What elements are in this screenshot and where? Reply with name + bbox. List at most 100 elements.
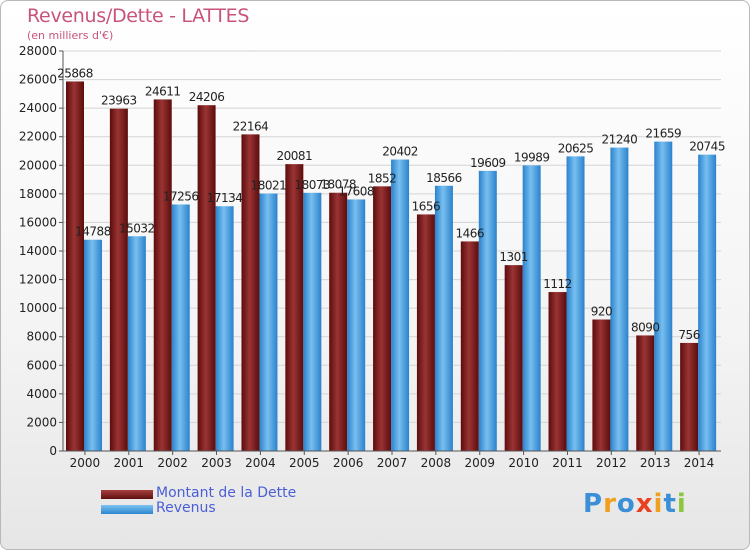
- bar-revenus: [610, 147, 629, 452]
- legend-item-revenus: Revenus: [101, 500, 361, 517]
- data-label-dette: 1656: [412, 199, 441, 213]
- data-label-revenus: 20625: [558, 141, 594, 155]
- data-label-dette: 920: [591, 305, 612, 319]
- bar-revenus: [654, 141, 673, 452]
- bar-dette: [416, 214, 435, 451]
- legend-item-dette: Montant de la Dette: [101, 485, 361, 502]
- data-label-revenus: 18021: [251, 179, 287, 193]
- y-tick-label: 0: [49, 444, 57, 458]
- data-label-revenus: 14788: [75, 225, 111, 239]
- data-label-revenus: 18566: [426, 171, 462, 185]
- proxiti-logo: Proxiti: [583, 489, 687, 519]
- legend: Montant de la Dette Revenus: [101, 485, 361, 517]
- y-tick-label: 26000: [19, 73, 57, 87]
- x-tick-label: 2005: [289, 456, 320, 470]
- data-label-dette: 25868: [57, 66, 93, 80]
- bar-dette: [548, 292, 567, 451]
- x-tick-label: 2012: [596, 456, 627, 470]
- y-tick-label: 28000: [19, 44, 57, 58]
- data-label-dette: 22164: [233, 119, 269, 133]
- bar-dette: [636, 335, 655, 451]
- data-label-revenus: 17608: [338, 184, 374, 198]
- x-tick-label: 2010: [508, 456, 539, 470]
- x-tick-label: 2014: [684, 456, 715, 470]
- data-label-revenus: 21240: [602, 133, 638, 147]
- data-label-dette: 20081: [276, 149, 312, 163]
- x-tick-label: 2013: [640, 456, 671, 470]
- bar-revenus: [259, 193, 278, 452]
- bar-dette: [592, 319, 611, 451]
- data-label-dette: 24206: [189, 90, 225, 104]
- x-tick-label: 2006: [333, 456, 364, 470]
- data-label-dette: 1301: [499, 250, 528, 264]
- x-tick-label: 2000: [70, 456, 101, 470]
- bar-revenus: [303, 192, 322, 452]
- bar-revenus: [391, 159, 410, 452]
- bar-dette: [197, 105, 216, 451]
- bar-revenus: [84, 239, 102, 451]
- bar-revenus: [566, 156, 585, 451]
- data-label-revenus: 19609: [470, 156, 506, 170]
- data-label-revenus: 20402: [382, 145, 418, 159]
- y-tick-label: 16000: [19, 215, 57, 229]
- bar-revenus: [215, 206, 234, 451]
- legend-swatch-revenus: [101, 505, 153, 514]
- bar-revenus: [434, 185, 453, 451]
- y-tick-label: 4000: [26, 387, 57, 401]
- x-tick-label: 2009: [464, 456, 495, 470]
- data-label-dette: 756: [678, 328, 699, 342]
- x-tick-label: 2002: [157, 456, 188, 470]
- bar-dette: [329, 192, 348, 451]
- y-tick-label: 6000: [26, 358, 57, 372]
- data-label-revenus: 18073: [294, 178, 330, 192]
- bars: [66, 81, 717, 452]
- bar-dette: [460, 241, 479, 451]
- bar-revenus: [698, 154, 717, 451]
- data-label-revenus: 20745: [689, 140, 725, 154]
- bar-dette: [285, 164, 304, 451]
- bar-revenus: [347, 199, 366, 451]
- legend-swatch-dette: [101, 490, 153, 499]
- y-tick-label: 8000: [26, 330, 57, 344]
- legend-label-dette: Montant de la Dette: [156, 485, 297, 501]
- bar-dette: [680, 342, 699, 451]
- x-tick-label: 2008: [421, 456, 452, 470]
- bar-dette: [109, 108, 128, 452]
- logo-letter: P: [583, 489, 604, 519]
- logo-letter: x: [635, 489, 654, 519]
- bar-revenus: [522, 165, 541, 451]
- data-labels: 25868 14788 23963 15032 24611 17256 24206 17134…: [57, 66, 725, 341]
- bar-revenus: [171, 204, 190, 451]
- x-tick-label: 2007: [377, 456, 408, 470]
- chart-title: Revenus/Dette - LATTES: [27, 5, 250, 27]
- data-label-dette: 23963: [101, 94, 137, 108]
- logo-letter: i: [676, 489, 687, 519]
- bar-dette: [66, 81, 84, 451]
- data-label-dette: 1852: [368, 171, 397, 185]
- logo-letter: o: [616, 489, 636, 519]
- data-label-revenus: 19989: [514, 150, 550, 164]
- data-label-dette: 24611: [145, 84, 181, 98]
- logo-letter: r: [603, 489, 617, 519]
- x-tick-label: 2011: [552, 456, 583, 470]
- x-tick-label: 2003: [201, 456, 232, 470]
- y-tick-label: 12000: [19, 273, 57, 287]
- y-tick-label: 14000: [19, 244, 57, 258]
- x-tick-label: 2001: [114, 456, 145, 470]
- data-label-dette: 18078: [320, 178, 356, 192]
- bar-dette: [153, 99, 172, 452]
- data-label-revenus: 15032: [119, 221, 155, 235]
- logo-letter: i: [653, 489, 664, 519]
- y-tick-label: 24000: [19, 101, 57, 115]
- data-label-dette: 1466: [456, 226, 485, 240]
- y-tick-label: 18000: [19, 187, 57, 201]
- bar-dette: [373, 186, 392, 452]
- data-label-dette: 1112: [543, 277, 572, 291]
- y-tick-label: 22000: [19, 130, 57, 144]
- bar-dette: [241, 134, 260, 451]
- y-tick-label: 20000: [19, 158, 57, 172]
- data-label-revenus: 17256: [163, 189, 199, 203]
- axes: 0 2000 4000 6000 8000 10000 12000 14000 16000 180…: [19, 44, 721, 470]
- chart-subtitle: (en milliers d'€): [27, 29, 114, 42]
